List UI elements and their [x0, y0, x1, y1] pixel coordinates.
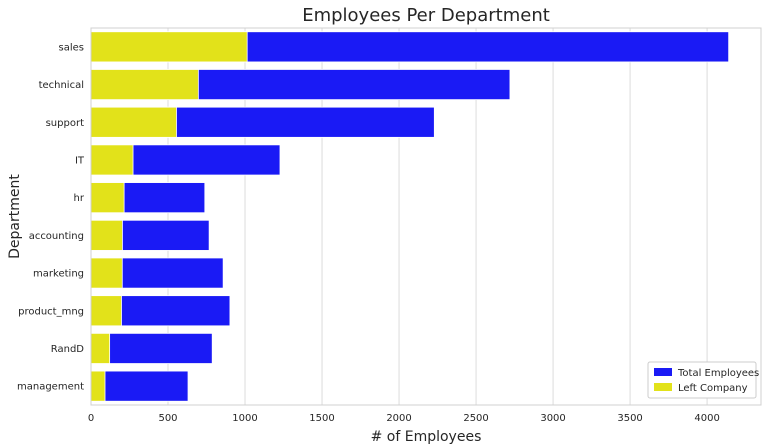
bars — [90, 31, 730, 402]
x-tick-label: 2000 — [386, 413, 411, 424]
legend-swatch-left-company — [654, 383, 672, 391]
x-tick-label: 4000 — [694, 413, 719, 424]
y-tick-label: management — [17, 382, 84, 393]
bar-left-company-technical — [90, 69, 199, 101]
x-tick-label: 2500 — [463, 413, 488, 424]
bar-left-company-accounting — [90, 219, 123, 251]
y-tick-label: RandD — [51, 344, 85, 355]
y-tick-label: sales — [59, 42, 84, 53]
y-tick-label: product_mng — [18, 306, 84, 317]
y-tick-label: accounting — [29, 231, 84, 242]
bar-left-company-marketing — [90, 257, 123, 289]
x-tick-label: 500 — [158, 413, 177, 424]
legend-label-left-company: Left Company — [678, 383, 748, 394]
y-axis-label: Department — [7, 174, 23, 259]
bar-left-company-it — [90, 144, 134, 176]
plot-frame — [90, 27, 762, 406]
y-tick-label: marketing — [33, 269, 84, 280]
bar-left-company-product-mng — [90, 295, 122, 327]
x-tick-label: 1000 — [232, 413, 257, 424]
bar-total-employees-management — [90, 370, 189, 402]
legend-box — [647, 361, 757, 399]
y-tick-label: IT — [75, 155, 85, 166]
chart-title: Employees Per Department — [302, 5, 550, 26]
bar-left-company-hr — [90, 182, 125, 214]
bar-total-employees-randd — [90, 332, 213, 364]
legend: Total Employees Left Company — [647, 361, 759, 399]
x-axis-label: # of Employees — [371, 429, 482, 445]
x-tick-label: 3000 — [540, 413, 565, 424]
y-tick-label: support — [46, 118, 84, 129]
x-tick-label: 0 — [88, 413, 94, 424]
bar-left-company-sales — [90, 31, 248, 63]
y-tick-label: technical — [39, 80, 84, 91]
x-tick-label: 3500 — [617, 413, 642, 424]
x-tick-label: 1500 — [309, 413, 334, 424]
legend-label-total-employees: Total Employees — [677, 368, 759, 379]
bar-left-company-management — [90, 370, 106, 402]
bar-left-company-support — [90, 106, 177, 138]
bar-left-company-randd — [90, 332, 111, 364]
legend-swatch-total-employees — [654, 368, 672, 376]
y-tick-label: hr — [74, 193, 85, 204]
y-ticks: sales technical support IT hr accounting marke… — [17, 42, 85, 392]
x-ticks: 0 500 1000 1500 2000 2500 3000 3500 4000 — [88, 413, 720, 424]
